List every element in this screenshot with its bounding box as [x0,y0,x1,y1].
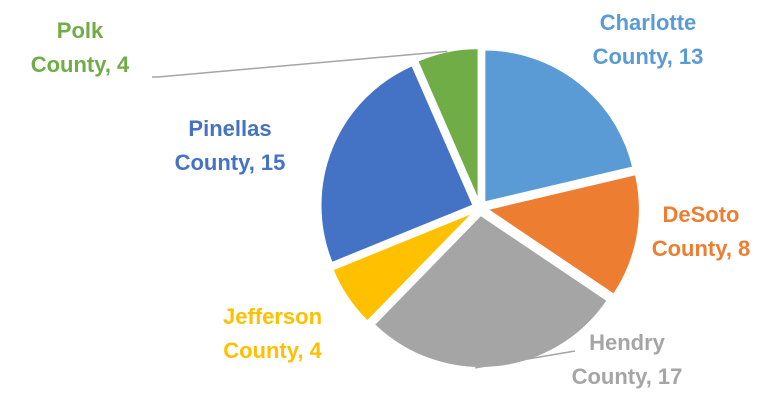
slice-label-hendry: Hendry County, 17 [571,330,683,389]
pie-slice-charlotte [483,48,635,204]
slice-label-polk: Polk County, 4 [30,18,130,77]
pie-slice-desoto [484,172,641,297]
pie-slice-pinellas [319,63,475,265]
pie-slices [319,47,641,369]
leader-line-polk [152,50,448,78]
slice-label-charlotte: Charlotte County, 13 [592,10,704,69]
pie-slice-jefferson [331,210,475,323]
slice-label-desoto: DeSoto County, 8 [651,202,751,261]
pie-slice-hendry [372,213,610,369]
slice-label-jefferson: Jefferson County, 4 [222,304,323,363]
pie-slice-polk [415,47,480,202]
leader-lines [152,50,576,369]
slice-label-pinellas: Pinellas County, 15 [174,116,286,175]
leader-line-hendry [474,350,576,369]
